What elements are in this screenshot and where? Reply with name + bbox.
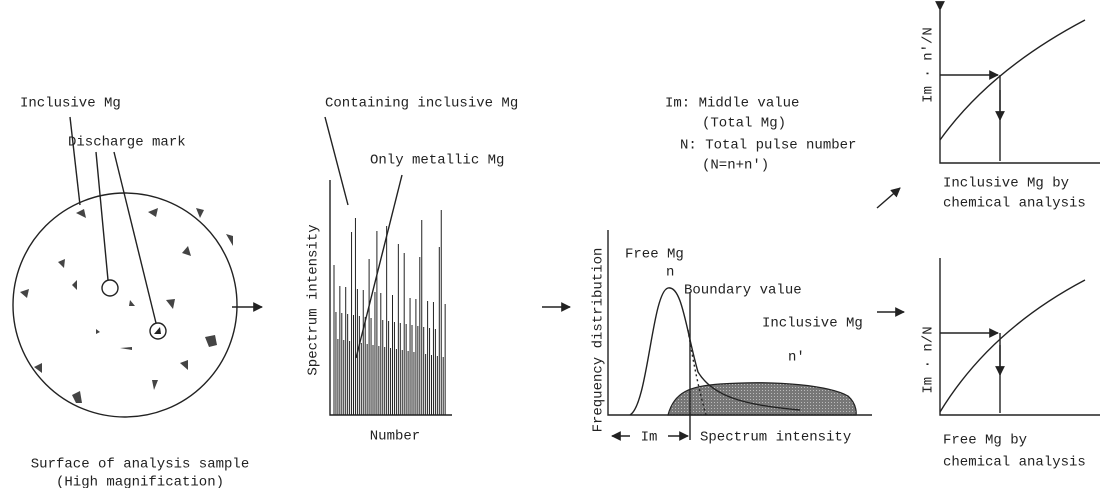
axis-label: Im · n/N bbox=[921, 326, 937, 393]
label: Im bbox=[641, 430, 658, 446]
label: n' bbox=[788, 350, 805, 366]
spectrum-panel: Containing inclusive Mg Only metallic Mg… bbox=[306, 96, 519, 445]
label: Discharge mark bbox=[68, 135, 186, 151]
caption: chemical analysis bbox=[943, 196, 1086, 212]
discharge-mark bbox=[101, 279, 119, 297]
axes bbox=[607, 230, 872, 416]
label: Boundary value bbox=[684, 283, 802, 299]
free-curve bbox=[629, 287, 801, 416]
discharge-mark bbox=[149, 322, 167, 340]
axis-label: Im · n'/N bbox=[921, 27, 937, 103]
legend-text: Im: Middle value bbox=[665, 96, 799, 112]
label: Inclusive Mg bbox=[20, 96, 121, 112]
axis-label: Frequency distribution bbox=[591, 248, 607, 433]
caption: (High magnification) bbox=[56, 475, 224, 488]
legend-text: (Total Mg) bbox=[702, 116, 786, 132]
leader-line bbox=[324, 116, 349, 206]
label: Free Mg bbox=[625, 247, 684, 263]
calibration-panel: Im · n/N Free Mg by chemical analysis bbox=[921, 258, 1100, 471]
legend: Im: Middle value (Total Mg) N: Total pul… bbox=[665, 96, 856, 174]
calibration-panel: Im · n'/N Inclusive Mg by chemical analy… bbox=[921, 1, 1100, 212]
calibration-curve bbox=[939, 19, 1086, 141]
axis-label: Spectrum intensity bbox=[306, 224, 322, 375]
caption: Surface of analysis sample bbox=[31, 457, 249, 473]
legend-text: N: Total pulse number bbox=[680, 138, 856, 154]
inclusive-area bbox=[667, 382, 857, 416]
legend-text: (N=n+n') bbox=[702, 158, 769, 174]
arrow bbox=[876, 187, 901, 209]
inclusions bbox=[20, 208, 233, 403]
label: Inclusive Mg bbox=[762, 316, 863, 332]
axis-label: Number bbox=[370, 429, 420, 445]
distribution-panel: Frequency distribution Free Mg n Boundar… bbox=[591, 230, 872, 446]
caption: Inclusive Mg by bbox=[943, 176, 1069, 192]
leader-line bbox=[113, 151, 157, 324]
axis-label: Spectrum intensity bbox=[700, 430, 851, 446]
caption: Free Mg by bbox=[943, 433, 1027, 449]
axes bbox=[329, 180, 452, 416]
leader-line bbox=[69, 116, 81, 206]
label: n bbox=[666, 265, 674, 281]
sample-circle bbox=[12, 192, 238, 418]
sample-panel: Inclusive Mg Discharge mark Surface of a… bbox=[12, 96, 249, 488]
label: Containing inclusive Mg bbox=[325, 96, 518, 112]
calibration-curve bbox=[939, 279, 1086, 413]
label: Only metallic Mg bbox=[370, 153, 504, 169]
leader-line bbox=[95, 151, 109, 281]
caption: chemical analysis bbox=[943, 455, 1086, 471]
